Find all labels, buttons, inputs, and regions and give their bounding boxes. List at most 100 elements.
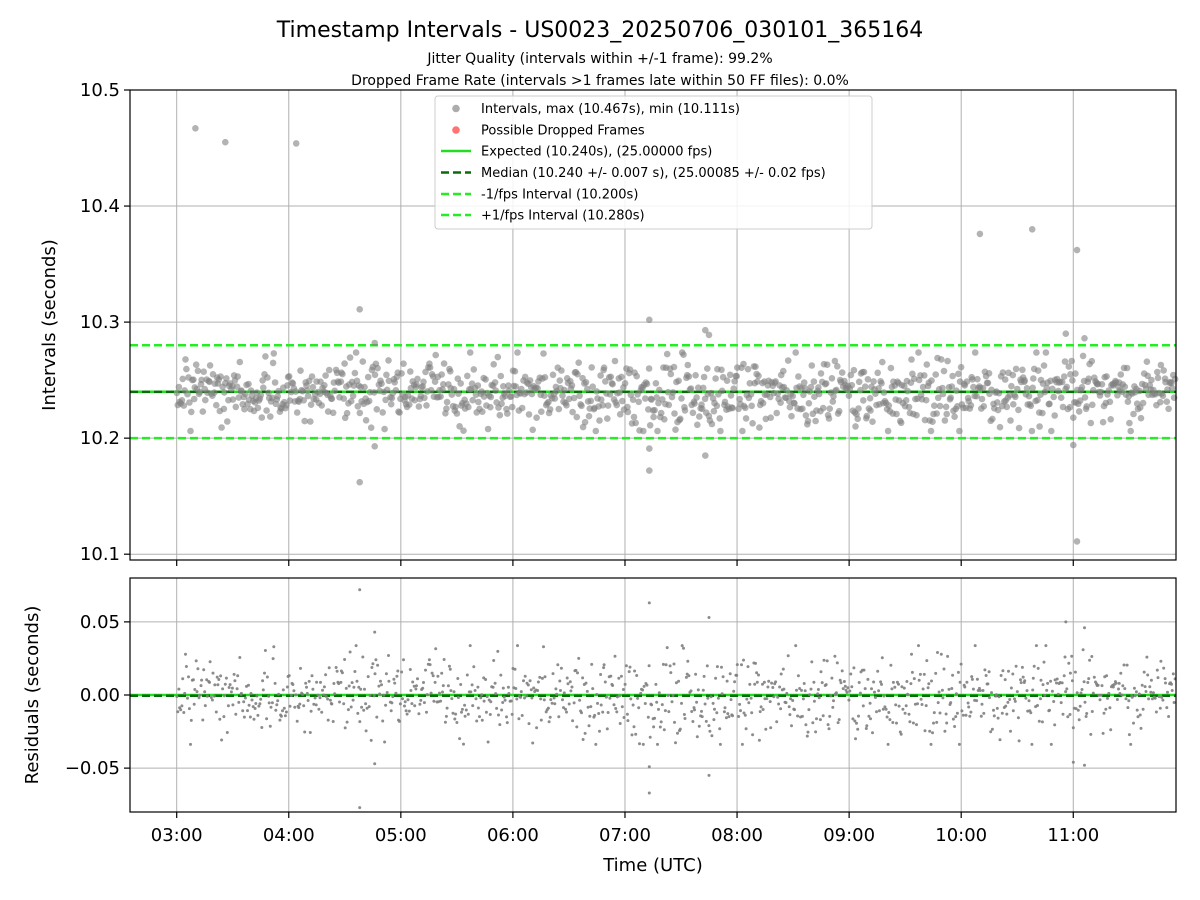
residual-point — [678, 727, 682, 731]
residual-outlier-point — [358, 588, 362, 592]
interval-outlier-point — [1062, 330, 1070, 338]
interval-point — [654, 427, 661, 435]
residual-point — [1090, 710, 1094, 713]
interval-point — [1042, 349, 1050, 356]
residual-point — [746, 665, 750, 669]
residual-point — [975, 677, 979, 681]
interval-point — [1127, 427, 1134, 435]
residual-point — [271, 657, 275, 661]
interval-point — [1078, 384, 1086, 391]
residual-point — [195, 690, 199, 694]
residual-point — [1088, 658, 1092, 662]
interval-point — [1006, 392, 1013, 399]
residual-point — [934, 671, 938, 675]
x-tick-label: 10:00 — [935, 825, 987, 846]
residual-point — [912, 677, 916, 681]
residual-point — [183, 691, 187, 695]
interval-point — [570, 394, 578, 402]
residual-point — [963, 685, 967, 689]
residual-point — [1163, 677, 1167, 681]
x-tick-label: 09:00 — [823, 825, 875, 846]
residual-point — [848, 689, 852, 693]
residual-point — [387, 679, 391, 683]
residual-point — [519, 690, 523, 694]
residual-point — [1019, 678, 1022, 682]
residual-point — [665, 646, 669, 650]
residual-point — [700, 715, 704, 719]
residual-point — [303, 730, 307, 734]
residual-point — [1125, 663, 1129, 667]
residual-point — [525, 694, 528, 698]
residual-point — [450, 697, 454, 701]
residual-point — [1108, 706, 1112, 710]
interval-point — [589, 383, 596, 391]
residual-point — [373, 672, 377, 676]
residual-point — [621, 688, 625, 691]
residual-point — [897, 682, 900, 686]
residual-point — [990, 691, 993, 695]
residual-point — [625, 712, 629, 716]
interval-point — [229, 396, 237, 403]
residual-point — [306, 699, 310, 702]
interval-point — [1033, 349, 1040, 356]
interval-point — [752, 363, 759, 371]
residual-point — [334, 666, 338, 669]
interval-point — [304, 387, 311, 394]
interval-point — [749, 420, 756, 427]
interval-point — [936, 402, 944, 410]
residual-point — [1082, 680, 1086, 684]
interval-point — [748, 402, 755, 410]
interval-point — [549, 371, 557, 379]
residual-point — [311, 687, 315, 691]
residual-point — [695, 700, 699, 704]
interval-point — [381, 425, 388, 433]
interval-point — [850, 366, 858, 374]
residual-point — [919, 697, 923, 701]
residual-point — [333, 692, 337, 696]
residual-point — [1162, 666, 1166, 670]
interval-point — [672, 426, 679, 434]
residual-point — [535, 726, 539, 730]
residual-point — [748, 682, 752, 686]
interval-outlier-point — [702, 326, 709, 334]
interval-point — [1083, 403, 1090, 410]
interval-point — [1040, 362, 1048, 369]
residual-point — [553, 702, 557, 706]
residual-point — [438, 691, 441, 695]
interval-point — [800, 379, 808, 386]
residual-point — [366, 675, 370, 679]
residual-point — [251, 705, 255, 709]
interval-point — [492, 387, 500, 394]
interval-point — [479, 408, 486, 416]
interval-point — [498, 400, 505, 408]
residual-point — [393, 681, 397, 685]
residual-point — [1040, 720, 1044, 724]
interval-point — [587, 397, 595, 405]
residual-point — [1090, 655, 1094, 658]
residual-point — [631, 703, 635, 707]
residual-point — [179, 708, 183, 712]
residual-point — [951, 673, 955, 677]
residual-point — [584, 681, 588, 685]
interval-point — [448, 391, 456, 398]
residual-point — [238, 656, 242, 659]
residual-point — [576, 671, 579, 675]
interval-point — [994, 399, 1001, 406]
interval-point — [540, 350, 547, 357]
interval-point — [1163, 398, 1171, 406]
interval-outlier-point — [371, 339, 379, 347]
residual-point — [703, 702, 707, 706]
residual-point — [725, 679, 729, 683]
residual-point — [973, 644, 977, 648]
residual-point — [693, 708, 696, 712]
residual-point — [583, 731, 587, 735]
residual-point — [825, 659, 829, 663]
residual-point — [193, 688, 197, 691]
residual-point — [802, 682, 806, 685]
residual-point — [382, 693, 386, 697]
residual-point — [1091, 691, 1095, 695]
residual-point — [355, 679, 359, 683]
interval-point — [292, 388, 300, 395]
residual-point — [932, 711, 936, 715]
